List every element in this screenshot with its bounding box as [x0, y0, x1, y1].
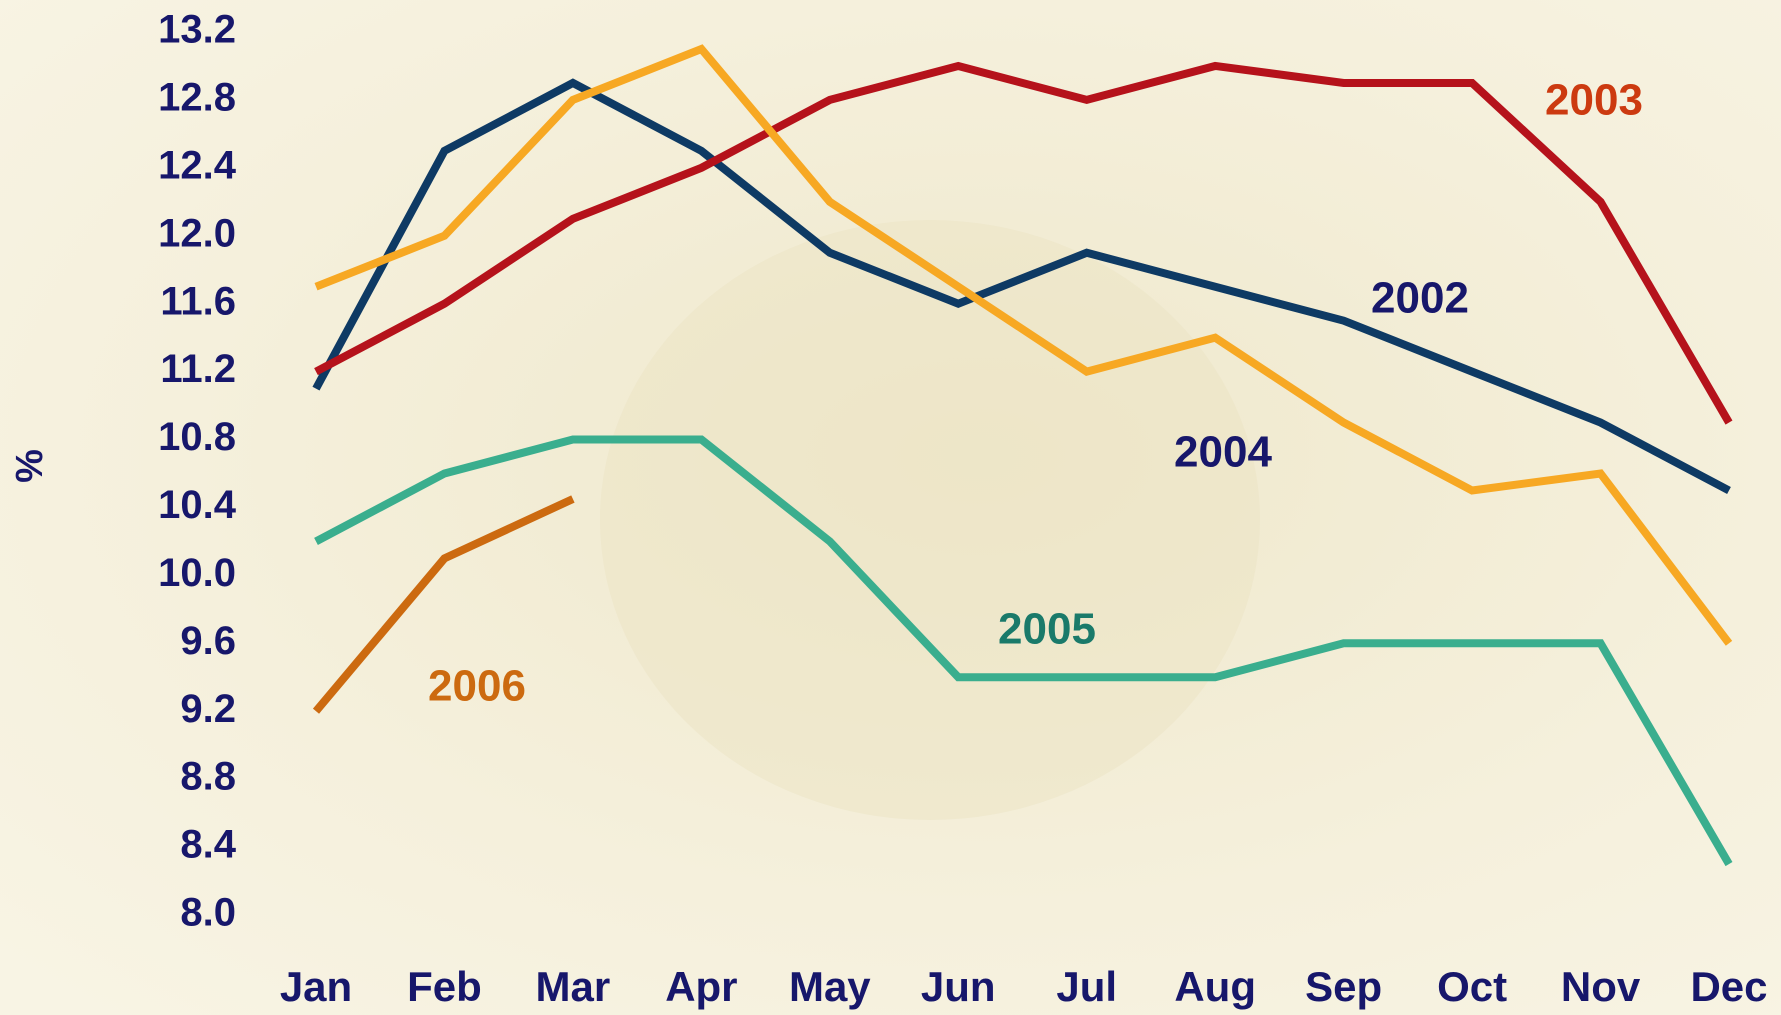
x-tick-label: Feb — [407, 963, 482, 1010]
x-tick-label: Aug — [1174, 963, 1256, 1010]
y-axis-label: % — [9, 449, 51, 483]
y-tick-label: 10.4 — [158, 483, 237, 527]
x-tick-label: Sep — [1305, 963, 1382, 1010]
y-tick-label: 12.0 — [158, 211, 236, 255]
series-label: 2002 — [1371, 274, 1469, 323]
x-tick-label: Oct — [1437, 963, 1507, 1010]
line — [312, 78, 1731, 495]
line — [314, 44, 1733, 646]
x-tick-label: Dec — [1690, 963, 1767, 1010]
y-tick-label: 9.6 — [180, 619, 236, 663]
series-label: 2004 — [1174, 428, 1272, 477]
y-tick-label: 8.4 — [180, 823, 236, 867]
y-tick-label: 10.8 — [158, 415, 236, 459]
series-label: 2005 — [998, 605, 1096, 654]
background-decoration — [600, 220, 1260, 820]
y-tick-label: 10.0 — [158, 551, 236, 595]
x-tick-label: Nov — [1561, 963, 1641, 1010]
x-tick-label: Jul — [1056, 963, 1117, 1010]
y-tick-label: 8.0 — [180, 891, 236, 935]
line — [314, 435, 1733, 867]
y-tick-label: 12.4 — [158, 143, 237, 187]
series-label: 2003 — [1545, 76, 1643, 125]
line — [314, 61, 1733, 425]
y-tick-label: 13.2 — [158, 8, 236, 52]
series-label: 2006 — [428, 662, 526, 711]
y-tick-label: 8.8 — [180, 755, 236, 799]
x-tick-label: Jun — [921, 963, 996, 1010]
y-tick-label: 11.2 — [160, 347, 236, 391]
x-tick-label: Apr — [665, 963, 737, 1010]
x-tick-label: May — [789, 963, 871, 1010]
line — [312, 495, 575, 714]
y-tick-label: 9.2 — [180, 687, 236, 731]
x-tick-label: Jan — [280, 963, 352, 1010]
y-tick-label: 11.6 — [160, 279, 236, 323]
x-tick-label: Mar — [536, 963, 611, 1010]
y-tick-label: 12.8 — [158, 75, 236, 119]
